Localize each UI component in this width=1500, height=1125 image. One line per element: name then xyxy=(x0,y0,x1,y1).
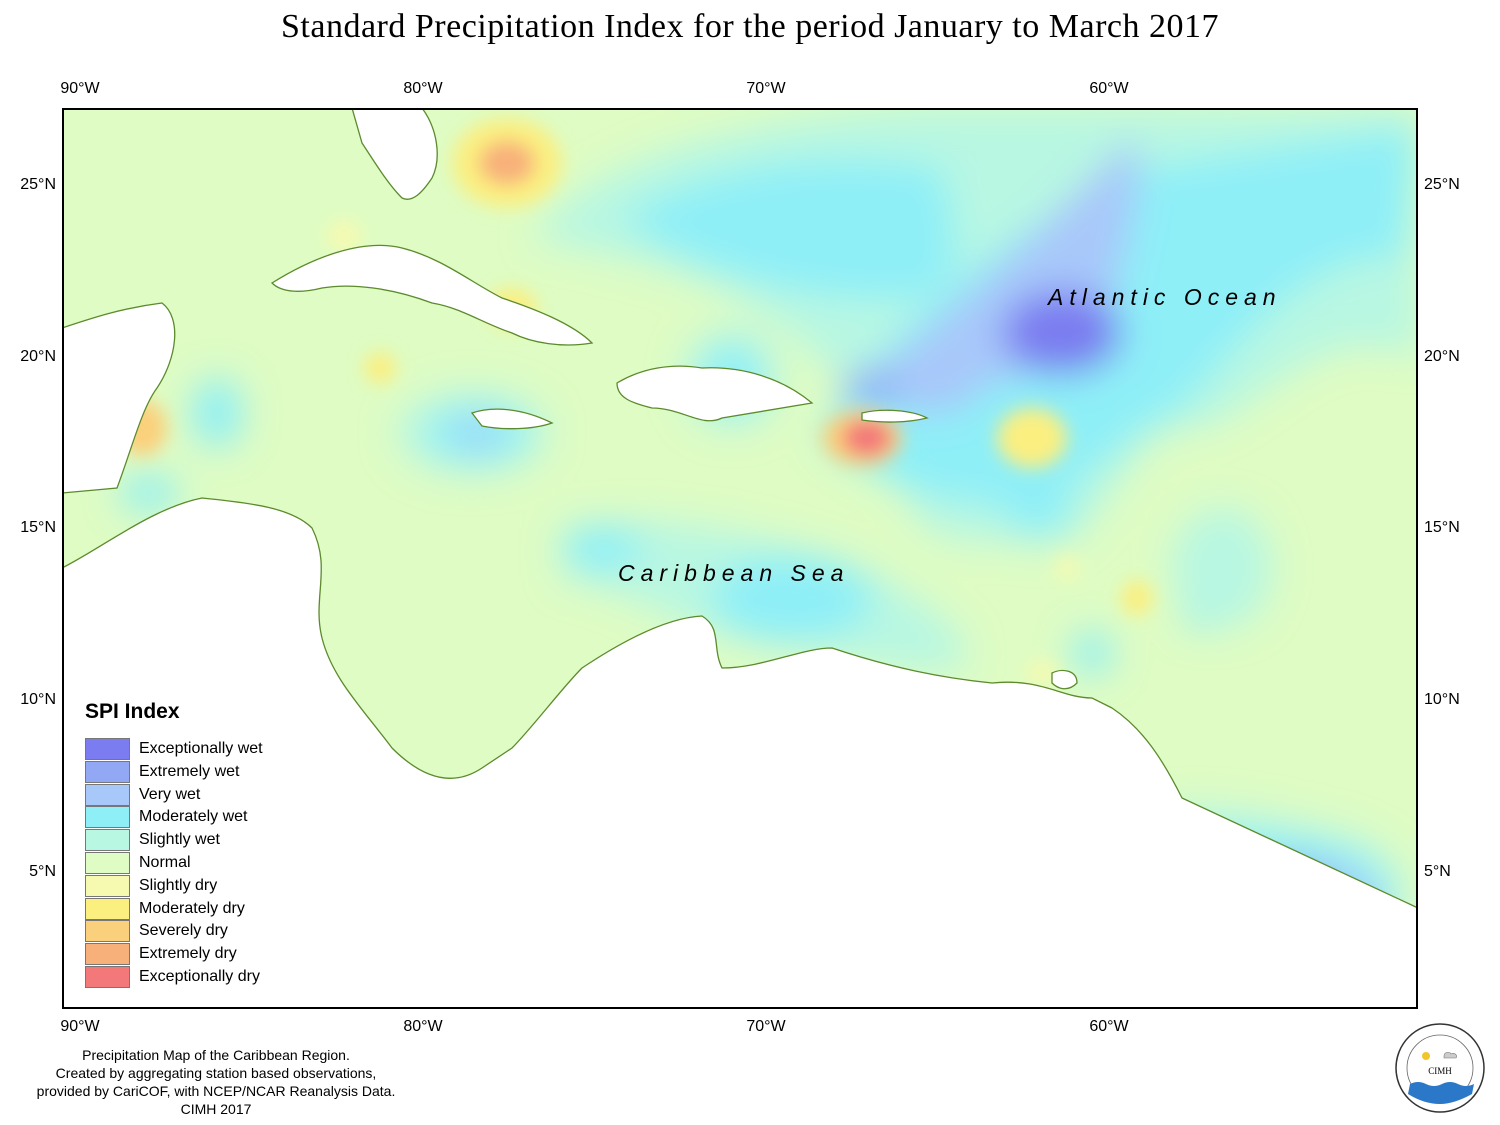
legend-item: Very wet xyxy=(85,783,201,806)
lat-tick-right-15n: 15°N xyxy=(1424,519,1460,536)
lat-tick-right-5n: 5°N xyxy=(1424,863,1451,880)
sun-icon xyxy=(1422,1052,1430,1060)
legend-swatch xyxy=(85,874,130,897)
legend-item: Extremely dry xyxy=(85,943,237,966)
legend-swatch xyxy=(85,738,130,760)
lat-tick-left-10n: 10°N xyxy=(20,691,56,708)
legend-item: Moderately wet xyxy=(85,806,248,829)
trinidad-land xyxy=(1051,669,1078,690)
dry-zones xyxy=(117,118,1153,685)
legend-swatch xyxy=(85,783,130,806)
footer-line: provided by CariCOF, with NCEP/NCAR Rean… xyxy=(36,1083,396,1099)
lat-tick-left-15n: 15°N xyxy=(20,519,56,536)
lat-tick-right-25n: 25°N xyxy=(1424,176,1460,193)
legend-label: Slightly dry xyxy=(139,876,218,894)
cloud-icon xyxy=(1443,1051,1457,1059)
caribbean-sea-label: Caribbean Sea xyxy=(618,560,850,586)
yucatan-land xyxy=(62,302,176,494)
legend-item: Normal xyxy=(85,852,191,874)
puerto-rico-land xyxy=(861,409,929,423)
legend-label: Moderately dry xyxy=(139,899,245,917)
florida-land xyxy=(351,108,438,200)
legend-title: SPI Index xyxy=(85,700,180,723)
cimh-logo: CIMH xyxy=(1395,1023,1485,1113)
lon-tick-top-60w: 60°W xyxy=(1089,80,1129,97)
land-areas xyxy=(62,108,1418,1009)
legend-item: Slightly dry xyxy=(85,874,218,897)
legend-swatch xyxy=(85,897,130,920)
lon-tick-top-70w: 70°W xyxy=(746,80,786,97)
map-frame xyxy=(62,108,1418,1009)
hispaniola-land xyxy=(616,365,814,422)
legend-item: Extremely wet xyxy=(85,760,240,783)
lon-tick-bottom-90w: 90°W xyxy=(60,1018,100,1035)
legend-swatch xyxy=(85,966,130,988)
legend-label: Extremely dry xyxy=(139,945,237,963)
spi-map xyxy=(62,108,1418,1009)
legend-swatch xyxy=(85,806,130,829)
lat-tick-left-5n: 5°N xyxy=(29,863,56,880)
logo-text: CIMH xyxy=(1428,1066,1452,1076)
legend-item: Slightly wet xyxy=(85,829,220,852)
legend-swatch xyxy=(85,829,130,852)
lon-tick-bottom-70w: 70°W xyxy=(746,1018,786,1035)
central-america-land xyxy=(62,497,1418,1009)
map-footer: Precipitation Map of the Caribbean Regio… xyxy=(10,1046,422,1118)
lon-tick-bottom-60w: 60°W xyxy=(1089,1018,1129,1035)
legend-label: Exceptionally wet xyxy=(139,740,263,757)
footer-line: CIMH 2017 xyxy=(180,1101,252,1117)
footer-line: Precipitation Map of the Caribbean Regio… xyxy=(82,1047,350,1063)
lat-tick-left-20n: 20°N xyxy=(20,348,56,365)
legend-label: Slightly wet xyxy=(139,831,220,849)
legend-swatch xyxy=(85,852,130,874)
legend-swatch xyxy=(85,760,130,783)
legend-label: Severely dry xyxy=(139,922,228,940)
spi-legend: SPI Index Exceptionally wet Extremely wet… xyxy=(85,700,263,988)
lat-tick-right-20n: 20°N xyxy=(1424,348,1460,365)
legend-item: Exceptionally dry xyxy=(85,966,260,988)
lon-tick-top-90w: 90°W xyxy=(60,80,100,97)
legend-label: Exceptionally dry xyxy=(139,968,260,985)
legend-label: Normal xyxy=(139,854,191,871)
atlantic-ocean-label: Atlantic Ocean xyxy=(1048,284,1282,310)
lat-tick-left-25n: 25°N xyxy=(20,176,56,193)
map-title: Standard Precipitation Index for the per… xyxy=(281,8,1219,45)
cuba-land xyxy=(270,244,594,346)
legend-label: Moderately wet xyxy=(139,808,248,826)
legend-swatch xyxy=(85,943,130,966)
legend-label: Very wet xyxy=(139,785,201,803)
lon-tick-bottom-80w: 80°W xyxy=(403,1018,443,1035)
legend-item: Severely dry xyxy=(85,920,228,943)
jamaica-land xyxy=(470,408,554,430)
footer-line: Created by aggregating station based obs… xyxy=(55,1065,377,1081)
legend-swatch xyxy=(85,920,130,943)
legend-label: Extremely wet xyxy=(139,762,240,780)
legend-item: Moderately dry xyxy=(85,897,245,920)
legend-item: Exceptionally wet xyxy=(85,738,263,760)
lat-tick-right-10n: 10°N xyxy=(1424,691,1460,708)
lon-tick-top-80w: 80°W xyxy=(403,80,443,97)
